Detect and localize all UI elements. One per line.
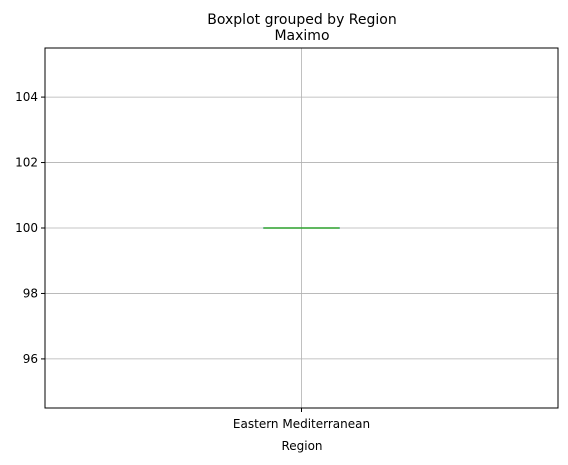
y-tick-label: 98 bbox=[23, 286, 38, 300]
x-axis-ticks: Eastern Mediterranean bbox=[233, 408, 370, 431]
x-axis-label: Region bbox=[281, 439, 322, 453]
y-tick-label: 100 bbox=[15, 221, 38, 235]
y-axis-ticks: 96 98 100 102 104 bbox=[15, 90, 45, 366]
y-tick-label: 96 bbox=[23, 352, 38, 366]
y-tick-label: 102 bbox=[15, 156, 38, 170]
x-tick-label: Eastern Mediterranean bbox=[233, 417, 370, 431]
chart-suptitle: Boxplot grouped by Region bbox=[207, 12, 396, 28]
chart-title: Maximo bbox=[274, 28, 329, 44]
y-tick-label: 104 bbox=[15, 90, 38, 104]
